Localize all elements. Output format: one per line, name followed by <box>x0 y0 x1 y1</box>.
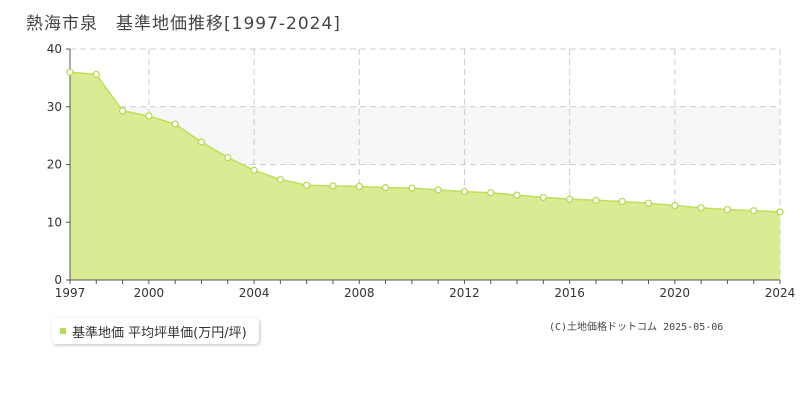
y-tick-label: 0 <box>54 273 62 287</box>
data-point-2015 <box>539 193 547 202</box>
y-tick-labels: 0 10 20 30 40 <box>47 42 62 287</box>
legend-label: 基準地価 平均坪単価(万円/坪) <box>72 325 247 341</box>
data-point-1999 <box>118 107 127 115</box>
data-point-2017 <box>592 196 600 204</box>
data-point-2010 <box>408 184 416 192</box>
data-point-2014 <box>513 191 521 199</box>
data-point-2003 <box>224 153 232 162</box>
legend: 基準地価 平均坪単価(万円/坪) <box>52 318 259 344</box>
data-point-2008 <box>355 182 363 191</box>
x-tick-label: 2000 <box>134 286 165 300</box>
series-area <box>70 72 780 280</box>
data-point-2007 <box>329 182 337 190</box>
data-point-2023 <box>750 207 758 215</box>
land-price-area-chart: 0 10 20 30 40 1997 2000 2004 2008 2012 2016 2020 20… <box>47 42 796 300</box>
x-tick-label: 1997 <box>55 286 86 300</box>
data-point-2009 <box>381 184 390 192</box>
x-tick-label: 2012 <box>449 286 480 300</box>
data-points <box>66 68 784 216</box>
x-tick-label: 2020 <box>660 286 691 300</box>
data-point-2021 <box>697 204 705 212</box>
x-tick-label: 2008 <box>344 286 375 300</box>
data-point-2001 <box>171 120 179 128</box>
y-tick-label: 20 <box>47 158 62 172</box>
x-tick-label: 2016 <box>554 286 585 300</box>
chart-title: 熱海市泉 基準地価推移[1997-2024] <box>26 14 341 34</box>
data-point-2013 <box>487 189 495 197</box>
data-point-2018 <box>618 197 626 206</box>
data-point-2020 <box>671 201 679 210</box>
data-point-2005 <box>276 175 284 184</box>
data-point-2004 <box>250 166 258 174</box>
data-point-2002 <box>197 138 206 146</box>
data-point-2022 <box>723 205 732 214</box>
data-point-2000 <box>145 112 153 120</box>
data-point-2006 <box>303 181 311 189</box>
data-point-2012 <box>460 188 469 196</box>
y-tick-label: 40 <box>47 42 62 56</box>
data-point-2019 <box>644 199 653 207</box>
y-tick-label: 10 <box>47 215 62 229</box>
series-line <box>69 71 781 213</box>
data-point-1998 <box>92 70 100 79</box>
data-point-2011 <box>434 186 442 194</box>
x-tick-label: 2024 <box>765 286 796 300</box>
legend-swatch <box>60 328 66 334</box>
data-point-2024 <box>776 208 784 216</box>
axes <box>66 48 781 284</box>
y-tick-label: 30 <box>47 100 62 114</box>
copyright-text: (C)土地価格ドットコム 2025-05-06 <box>549 322 724 333</box>
data-point-1997 <box>66 68 74 76</box>
data-point-2016 <box>566 195 574 203</box>
x-tick-label: 2004 <box>239 286 270 300</box>
x-tick-labels: 1997 2000 2004 2008 2012 2016 2020 2024 <box>55 286 796 300</box>
